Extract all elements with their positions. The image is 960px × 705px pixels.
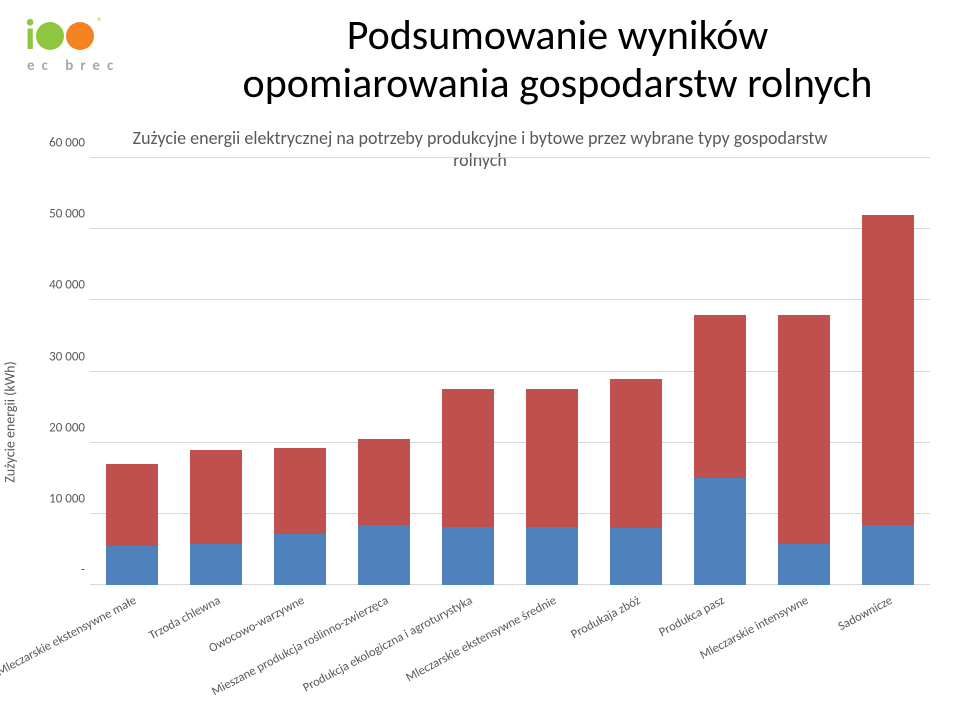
chart-title-line1: Zużycie energii elektrycznej na potrzeby… xyxy=(133,127,828,149)
x-label-slot: Mleczarskie ekstensywne średnie xyxy=(510,587,594,695)
x-labels: Mleczarskie ekstensywne małeTrzoda chlew… xyxy=(90,587,930,695)
logo-i: i xyxy=(25,10,34,61)
bar xyxy=(862,215,914,585)
bar xyxy=(190,450,242,585)
bar xyxy=(442,389,494,585)
bar-segment-bottom xyxy=(778,544,830,585)
y-tick: 60 000 xyxy=(35,136,85,151)
bar-segment-top xyxy=(442,389,494,526)
bar-slot xyxy=(594,158,678,585)
bar-segment-top xyxy=(526,389,578,526)
bar-slot xyxy=(90,158,174,585)
logo-registered: ® xyxy=(97,15,102,28)
x-label-slot: Mleczarskie intensywne xyxy=(762,587,846,695)
bar-slot xyxy=(846,158,930,585)
bar-slot xyxy=(426,158,510,585)
bar-segment-top xyxy=(106,464,158,546)
bar-segment-top xyxy=(694,315,746,479)
bar-slot xyxy=(762,158,846,585)
bar-segment-bottom xyxy=(274,534,326,585)
y-tick: 40 000 xyxy=(35,278,85,293)
logo-circles xyxy=(36,22,94,50)
bar-segment-bottom xyxy=(526,527,578,585)
bar-segment-top xyxy=(358,439,410,524)
bar-segment-bottom xyxy=(190,544,242,585)
bar-slot xyxy=(258,158,342,585)
y-axis-label: Zużycie energii (kWh) xyxy=(2,361,19,483)
bar xyxy=(694,315,746,585)
bar-segment-top xyxy=(610,379,662,528)
bar xyxy=(274,448,326,585)
y-ticks: -10 00020 00030 00040 00050 00060 000 xyxy=(35,158,85,585)
logo-circle-green xyxy=(36,22,64,50)
bar-segment-top xyxy=(274,448,326,533)
bar-segment-bottom xyxy=(358,525,410,585)
page-title: Podsumowanie wyników opomiarowania gospo… xyxy=(185,12,930,109)
bar-segment-top xyxy=(190,450,242,545)
bar xyxy=(778,315,830,585)
bar xyxy=(358,439,410,585)
x-label-slot: Produkaja zbóż xyxy=(594,587,678,695)
bar-segment-bottom xyxy=(862,525,914,585)
bar xyxy=(610,379,662,585)
x-label-slot: Mleczarskie ekstensywne małe xyxy=(90,587,174,695)
y-tick: 20 000 xyxy=(35,420,85,435)
plot xyxy=(90,158,930,585)
bar-segment-bottom xyxy=(694,478,746,585)
chart: Zużycie energii elektrycznej na potrzeby… xyxy=(20,128,940,695)
bar-segment-bottom xyxy=(106,546,158,585)
x-label-slot: Sadownicze xyxy=(846,587,930,695)
bar-slot xyxy=(678,158,762,585)
bar-slot xyxy=(174,158,258,585)
y-tick: - xyxy=(35,563,85,578)
logo-circle-orange xyxy=(66,22,94,50)
plot-wrap: Zużycie energii (kWh) -10 00020 00030 00… xyxy=(20,148,940,695)
bar-segment-bottom xyxy=(610,528,662,585)
y-tick: 50 000 xyxy=(35,207,85,222)
bar-segment-top xyxy=(778,315,830,545)
title-line2: opomiarowania gospodarstw rolnych xyxy=(243,58,873,109)
bar-segment-top xyxy=(862,215,914,525)
y-tick: 10 000 xyxy=(35,491,85,506)
x-label: Mleczarskie ekstensywne małe xyxy=(0,593,139,679)
bar-segment-bottom xyxy=(442,527,494,585)
logo: i ® ec brec xyxy=(25,10,160,75)
logo-top: i ® xyxy=(25,10,160,61)
bar xyxy=(106,464,158,585)
bars xyxy=(90,158,930,585)
bar-slot xyxy=(510,158,594,585)
logo-subtitle: ec brec xyxy=(27,57,160,75)
title-line1: Podsumowanie wyników xyxy=(347,10,769,61)
y-tick: 30 000 xyxy=(35,349,85,364)
bar-slot xyxy=(342,158,426,585)
bar xyxy=(526,389,578,585)
